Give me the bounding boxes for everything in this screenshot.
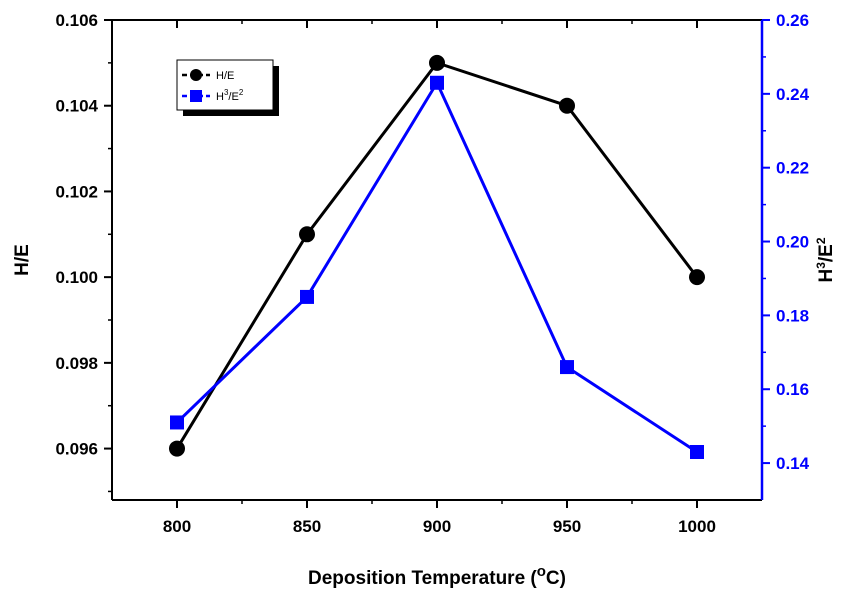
x-tick-label: 950 (553, 517, 581, 536)
he-data-point (429, 54, 445, 71)
right-tick-label: 0.24 (776, 85, 810, 104)
legend-marker-h3e2 (190, 90, 202, 102)
he-data-point (689, 269, 705, 286)
x-tick-label: 850 (293, 517, 321, 536)
left-tick-label: 0.100 (55, 268, 98, 287)
h3e2-data-point (300, 289, 314, 304)
legend-label-he: H/E (216, 70, 234, 82)
h3e2-series-line (175, 79, 698, 454)
legend-label-h3e2: H3/E2 (216, 88, 244, 103)
left-tick-label: 0.102 (55, 182, 98, 201)
legend: H/E H3/E2 (176, 59, 279, 116)
h3e2-data-point (690, 445, 704, 459)
x-axis-title: Deposition Temperature (oC) (308, 563, 566, 589)
x-tick-label: 1000 (678, 517, 716, 536)
right-tick-label: 0.16 (776, 380, 809, 399)
right-tick-label: 0.26 (776, 11, 809, 30)
h3e2-data-point (560, 360, 574, 375)
right-tick-label: 0.18 (776, 306, 809, 325)
legend-box (176, 59, 274, 111)
left-tick-label: 0.096 (55, 440, 98, 459)
x-tick-label: 900 (423, 517, 451, 536)
right-axis-title: H3/E2 (814, 237, 837, 282)
left-tick-label: 0.104 (55, 97, 98, 116)
he-data-point (559, 97, 575, 114)
h3e2-data-point (430, 75, 444, 90)
h3e2-data-point (170, 415, 184, 430)
right-tick-label: 0.22 (776, 159, 809, 178)
he-data-point (299, 226, 315, 243)
he-data-point (169, 440, 185, 457)
x-tick-label: 800 (163, 517, 191, 536)
legend-marker-he (190, 69, 202, 81)
left-axis-title: H/E (12, 244, 33, 276)
left-tick-label: 0.106 (55, 11, 98, 30)
right-tick-label: 0.20 (776, 233, 809, 252)
left-tick-label: 0.098 (55, 354, 98, 373)
right-tick-label: 0.14 (776, 454, 810, 473)
he-series-line (175, 61, 699, 450)
